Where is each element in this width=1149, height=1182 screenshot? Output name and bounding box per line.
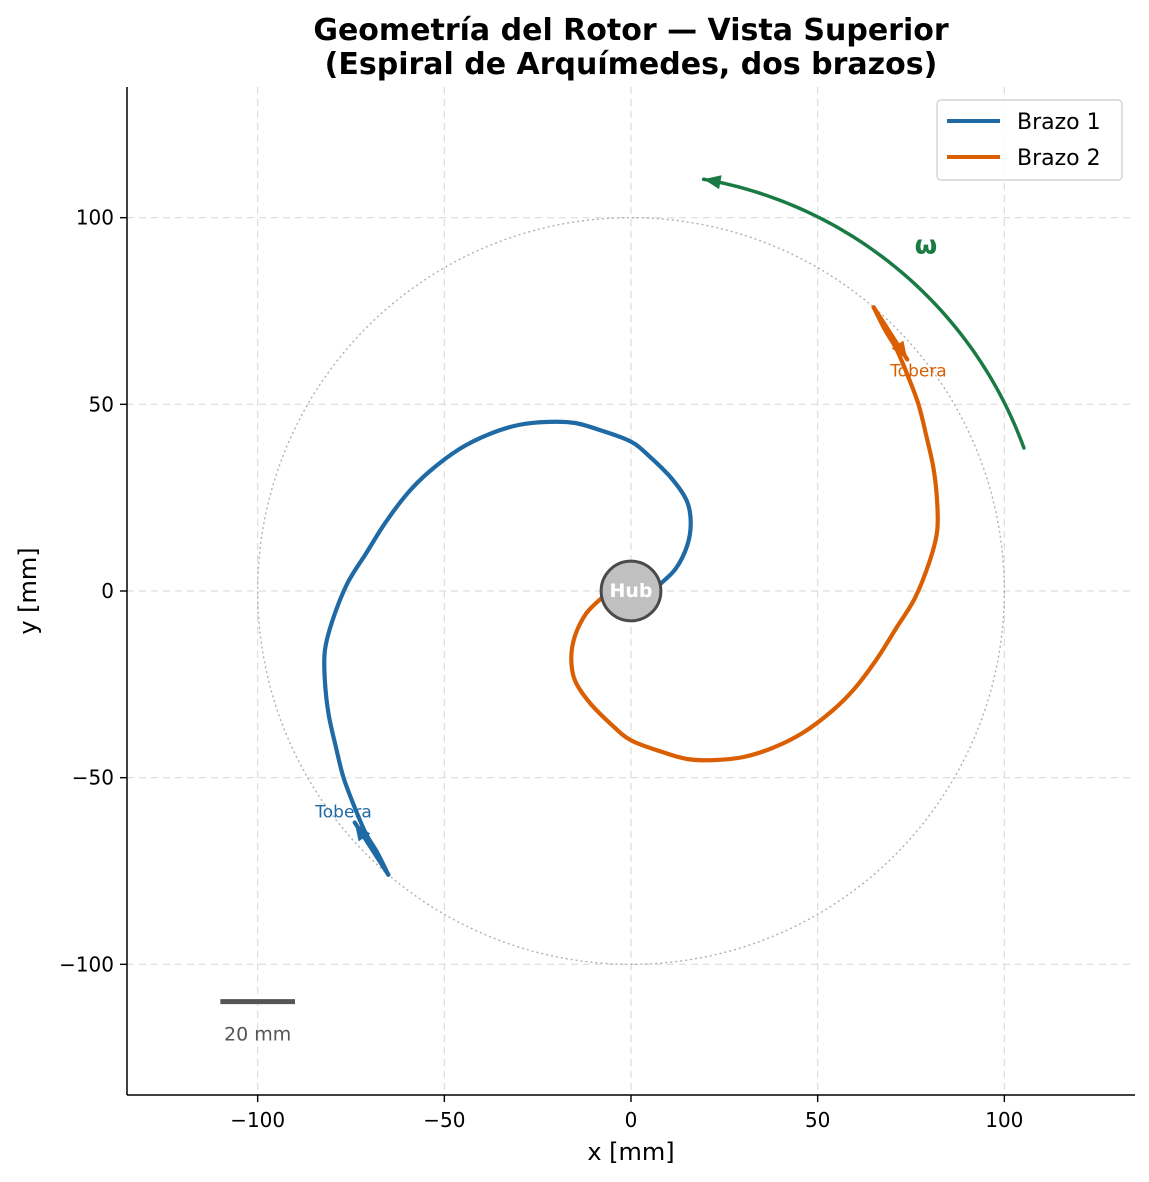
x-tick-label-1: −50 (423, 1108, 465, 1132)
rotation-arrow-head (703, 175, 722, 190)
hub-label: Hub (609, 580, 652, 602)
x-tick-label-3: 50 (805, 1108, 830, 1132)
y-tick-label-2: 0 (101, 579, 114, 603)
nozzle-label-0: Tobera (314, 802, 372, 822)
y-tick-label-1: −50 (72, 766, 114, 790)
series-line-brazo-1 (322, 419, 693, 877)
rotation-arrow-arc (701, 177, 1026, 450)
x-tick-label-4: 100 (985, 1108, 1023, 1132)
series-line-brazo-2 (569, 305, 940, 763)
reference-circle (256, 216, 1006, 966)
axes: −100 −50 0 50 100 −100 −50 0 50 100 (59, 87, 1135, 1132)
y-tick-label-0: −100 (59, 952, 114, 976)
x-tick-label-0: −100 (230, 1108, 285, 1132)
nozzle-label-1: Tobera (889, 362, 947, 382)
hub: Hub (599, 559, 663, 623)
nozzle-arrow-head-1 (891, 340, 908, 360)
y-axis-label: y [mm] (14, 547, 42, 634)
reference-circle-layer (256, 216, 1006, 966)
hub-circle (599, 559, 663, 623)
chart-title-line-1: Geometría del Rotor — Vista Superior (313, 13, 949, 48)
series-layer (322, 305, 940, 877)
chart-title-line-2: (Espiral de Arquímedes, dos brazos) (325, 47, 938, 82)
x-tick-label-2: 0 (625, 1108, 638, 1132)
legend-label-brazo-1: Brazo 1 (1017, 110, 1101, 135)
y-tick-label-4: 100 (76, 206, 114, 230)
scale-bar-label: 20 mm (224, 1024, 291, 1046)
omega-label: ω (915, 231, 938, 261)
legend: Brazo 1 Brazo 2 (936, 99, 1123, 181)
nozzle-arrow-head-0 (354, 822, 371, 842)
annotation-layer: Tobera Tobera ω 20 mm (220, 175, 1026, 1046)
x-axis-label: x [mm] (587, 1138, 674, 1166)
y-tick-label-3: 50 (89, 392, 114, 416)
legend-label-brazo-2: Brazo 2 (1017, 146, 1101, 171)
